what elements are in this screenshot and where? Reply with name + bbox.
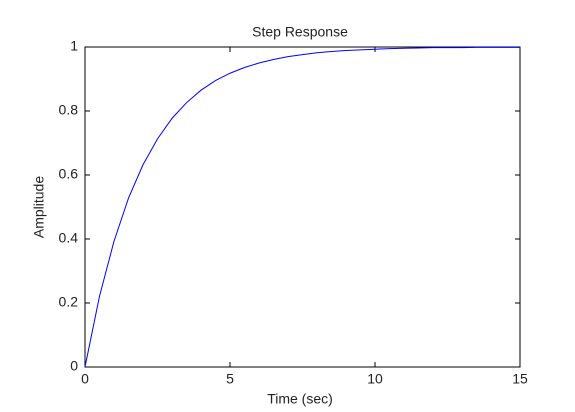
x-tick-label: 0 [81, 371, 89, 387]
y-tick-label: 0.8 [59, 102, 79, 118]
line-series [84, 46, 520, 368]
y-tick-label: 1 [70, 38, 78, 54]
y-tick-label: 0.6 [59, 166, 79, 182]
x-tick-label: 10 [367, 371, 383, 387]
x-axis-label: Time (sec) [267, 391, 333, 407]
x-tick-label: 5 [226, 371, 234, 387]
y-tick-label: 0.4 [59, 230, 79, 246]
y-tick-label: 0 [70, 358, 78, 374]
y-tick-label: 0.2 [59, 294, 79, 310]
plot-area [84, 46, 521, 368]
y-axis-label: Amplitude [31, 176, 47, 238]
chart-title: Step Response [252, 24, 348, 40]
x-tick-label: 15 [512, 371, 528, 387]
